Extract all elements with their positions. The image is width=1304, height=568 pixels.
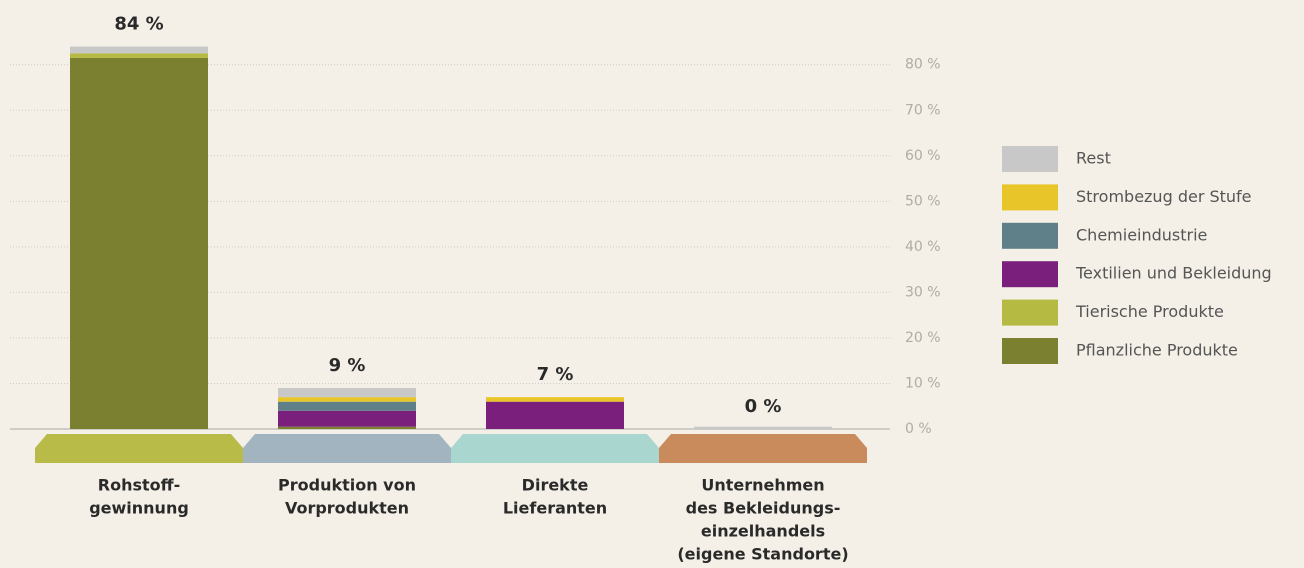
y-tick-label: 40 % <box>905 239 941 255</box>
bar-segment <box>70 46 208 54</box>
category-base <box>451 434 659 463</box>
x-tick-label: Lieferanten <box>503 499 607 518</box>
total-label: 7 % <box>537 364 574 385</box>
legend-label: Strombezug der Stufe <box>1076 187 1252 206</box>
bar-segment <box>70 53 208 58</box>
legend-swatch <box>1002 222 1058 249</box>
x-tick-label: (eigene Standorte) <box>677 545 848 564</box>
total-label: 84 % <box>114 14 163 35</box>
bar-segment <box>70 57 208 430</box>
legend-swatch <box>1002 184 1058 211</box>
legend-label: Chemieindustrie <box>1076 225 1207 244</box>
bar-segment <box>278 410 416 427</box>
x-tick-label: Direkte <box>522 476 589 495</box>
category-base <box>243 434 451 463</box>
y-tick-label: 0 % <box>905 421 932 437</box>
y-tick-label: 60 % <box>905 148 941 164</box>
x-tick-label: Rohstoff- <box>98 476 180 495</box>
bar-segment <box>486 397 624 402</box>
category-base <box>659 434 867 463</box>
x-tick-label: einzelhandels <box>701 522 825 541</box>
legend-swatch <box>1002 146 1058 172</box>
y-tick-label: 80 % <box>905 57 941 73</box>
legend-label: Rest <box>1076 149 1111 168</box>
legend-label: Pflanzliche Produkte <box>1076 341 1238 360</box>
x-tick-label: gewinnung <box>89 499 189 518</box>
bar-segment <box>486 401 624 429</box>
legend-swatch <box>1002 261 1058 288</box>
x-tick-label: Produktion von <box>278 476 416 495</box>
x-tick-label: Vorprodukten <box>285 499 409 518</box>
y-tick-label: 10 % <box>905 375 941 391</box>
bar-segment <box>278 401 416 411</box>
total-label: 9 % <box>329 355 366 376</box>
bar-segment <box>278 426 416 429</box>
legend-swatch <box>1002 338 1058 364</box>
x-tick-label: Unternehmen <box>701 476 824 495</box>
bar-segment <box>278 397 416 402</box>
y-tick-label: 30 % <box>905 284 941 300</box>
y-tick-label: 20 % <box>905 330 941 346</box>
total-label: 0 % <box>745 396 782 417</box>
y-tick-label: 50 % <box>905 193 941 209</box>
legend-swatch <box>1002 299 1058 326</box>
legend-label: Textilien und Bekleidung <box>1075 264 1272 283</box>
y-tick-label: 70 % <box>905 102 941 118</box>
bar-segment <box>694 426 832 429</box>
category-base <box>35 434 243 463</box>
x-tick-label: des Bekleidungs- <box>686 499 841 518</box>
legend-label: Tierische Produkte <box>1075 302 1224 321</box>
bar-segment <box>278 388 416 398</box>
